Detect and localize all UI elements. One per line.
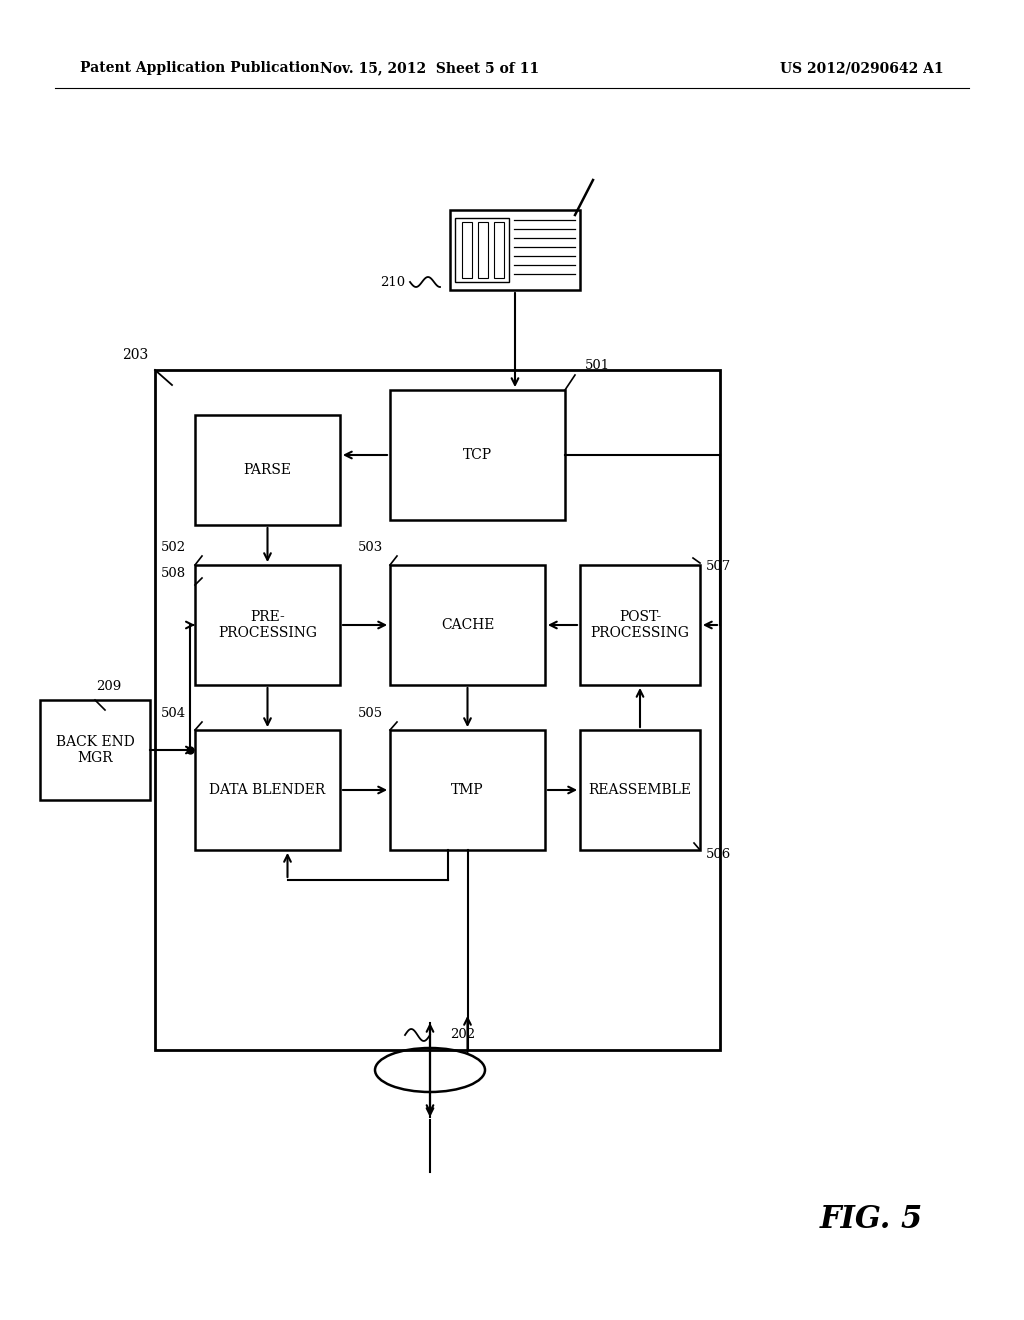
Text: 507: 507 (706, 560, 731, 573)
Text: 503: 503 (357, 541, 383, 554)
Bar (455, 218, 509, 282)
Text: REASSEMBLE: REASSEMBLE (589, 783, 691, 797)
Bar (40, 700, 150, 800)
Bar (390, 389, 565, 520)
Text: 202: 202 (450, 1028, 475, 1041)
Bar (462, 222, 472, 279)
Bar (494, 222, 504, 279)
Text: 210: 210 (380, 276, 406, 289)
Text: 501: 501 (585, 359, 610, 372)
Text: PRE-
PROCESSING: PRE- PROCESSING (218, 610, 317, 640)
Text: PARSE: PARSE (244, 463, 292, 477)
Text: 504: 504 (161, 708, 186, 719)
Bar (478, 222, 488, 279)
Bar (580, 565, 700, 685)
Text: TCP: TCP (463, 447, 493, 462)
Text: 505: 505 (357, 708, 383, 719)
Text: CACHE: CACHE (440, 618, 495, 632)
Text: 506: 506 (706, 847, 731, 861)
Bar (195, 565, 340, 685)
Text: 502: 502 (161, 541, 186, 554)
Text: 209: 209 (96, 680, 121, 693)
Text: FIG. 5: FIG. 5 (820, 1204, 924, 1236)
Bar (195, 730, 340, 850)
Text: DATA BLENDER: DATA BLENDER (209, 783, 326, 797)
Bar (450, 210, 580, 290)
Text: POST-
PROCESSING: POST- PROCESSING (591, 610, 689, 640)
Bar (390, 565, 545, 685)
Text: BACK END
MGR: BACK END MGR (55, 735, 134, 766)
Text: 203: 203 (122, 348, 148, 362)
Bar (195, 414, 340, 525)
Text: Nov. 15, 2012  Sheet 5 of 11: Nov. 15, 2012 Sheet 5 of 11 (321, 61, 540, 75)
Text: US 2012/0290642 A1: US 2012/0290642 A1 (780, 61, 944, 75)
Text: TMP: TMP (452, 783, 483, 797)
Bar (580, 730, 700, 850)
Bar (390, 730, 545, 850)
Text: 508: 508 (161, 568, 186, 579)
Text: Patent Application Publication: Patent Application Publication (80, 61, 319, 75)
Bar (155, 370, 720, 1049)
